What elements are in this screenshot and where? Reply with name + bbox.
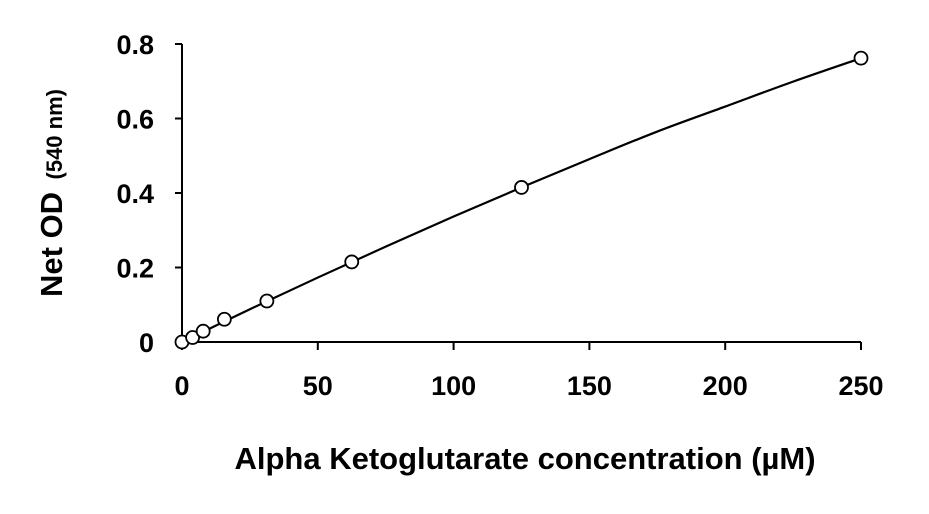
y-tick-label: 0.2 <box>116 254 154 284</box>
tick-labels-group: 0 0.2 0.4 0.6 0.8 0 50 100 150 200 250 <box>116 30 883 401</box>
x-tick-label: 50 <box>303 371 333 401</box>
y-tick-label: 0.6 <box>116 105 154 135</box>
data-point <box>344 254 360 270</box>
data-point <box>259 293 275 309</box>
data-point <box>853 50 869 66</box>
data-point <box>195 323 211 339</box>
axes <box>175 43 862 350</box>
fit-curve <box>181 57 862 343</box>
x-tick-label: 250 <box>838 371 883 401</box>
y-axis-title: Net OD (540 nm) <box>34 89 69 297</box>
y-axis-title-main: Net OD <box>34 192 69 297</box>
data-point <box>216 311 232 327</box>
data-point <box>185 330 200 345</box>
x-tick-label: 150 <box>567 371 612 401</box>
y-tick-label: 0.8 <box>116 30 154 60</box>
x-tick-label: 200 <box>703 371 748 401</box>
y-axis-title-unit: (540 nm) <box>42 89 67 179</box>
fit-curve-group <box>181 57 862 343</box>
data-point <box>514 180 529 195</box>
y-tick-label: 0.4 <box>116 179 154 209</box>
x-axis-title: Alpha Ketoglutarate concentration (µM) <box>234 441 815 476</box>
x-tick-label: 100 <box>431 371 476 401</box>
y-tick-label: 0 <box>139 328 154 358</box>
data-points-group <box>174 50 869 350</box>
x-tick-label: 0 <box>174 371 189 401</box>
